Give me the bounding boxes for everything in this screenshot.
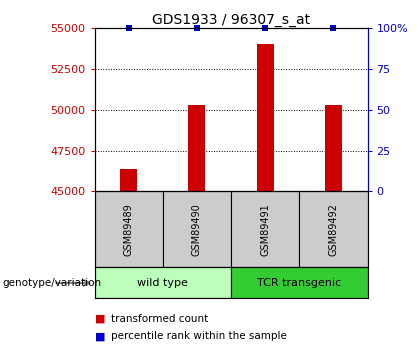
Bar — [120, 169, 137, 191]
Text: genotype/variation: genotype/variation — [2, 278, 101, 288]
Bar — [188, 105, 205, 191]
Bar — [163, 191, 231, 267]
Text: ■: ■ — [94, 332, 105, 341]
Text: wild type: wild type — [137, 278, 188, 288]
Title: GDS1933 / 96307_s_at: GDS1933 / 96307_s_at — [152, 12, 310, 27]
Text: GSM89492: GSM89492 — [328, 203, 339, 256]
Text: transformed count: transformed count — [111, 314, 209, 324]
Bar — [325, 105, 342, 191]
Text: GSM89489: GSM89489 — [123, 203, 134, 256]
Text: GSM89490: GSM89490 — [192, 203, 202, 256]
Bar — [299, 191, 368, 267]
Text: GSM89491: GSM89491 — [260, 203, 270, 256]
Text: ■: ■ — [94, 314, 105, 324]
Bar — [231, 191, 299, 267]
Bar — [94, 267, 231, 298]
Bar — [94, 191, 163, 267]
Bar — [257, 44, 274, 191]
Text: percentile rank within the sample: percentile rank within the sample — [111, 332, 287, 341]
Text: TCR transgenic: TCR transgenic — [257, 278, 341, 288]
Bar — [231, 267, 368, 298]
